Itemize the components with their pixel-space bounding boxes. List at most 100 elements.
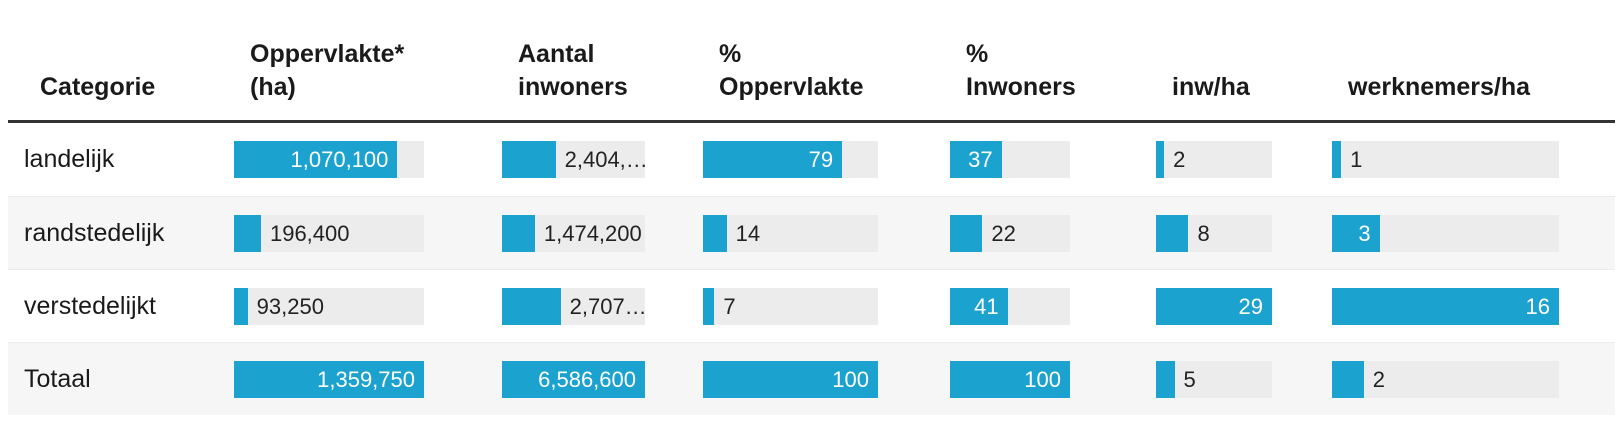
bar-fill	[502, 287, 561, 325]
column-header-categorie: Categorie	[24, 71, 250, 104]
bar-value-label: 16	[1525, 293, 1550, 319]
category-cell: landelijk	[24, 145, 115, 173]
column-header-line: %	[966, 40, 989, 68]
bar-cell: 2,404,…	[502, 141, 703, 178]
column-header-line: Oppervlakte*	[250, 40, 405, 68]
table-header-row: Categorie Oppervlakte* (ha) Aantal inwoners%…	[8, 0, 1615, 123]
column-header-line: Aantal	[518, 40, 595, 68]
bar-track: 37	[950, 141, 1070, 178]
bar-fill	[502, 360, 645, 398]
bar-cell: 2	[1332, 360, 1583, 398]
table-row: Totaal 1,359,750 6,586,600 100 100 5 2	[8, 342, 1615, 415]
bar-fill	[234, 360, 424, 398]
bar-value-label: 1	[1350, 147, 1363, 172]
bar-fill	[703, 360, 878, 398]
bar-value-label: 1,474,200	[543, 220, 642, 246]
category-cell: Totaal	[24, 364, 91, 393]
bar-cell: 8	[1156, 214, 1332, 252]
bar-track: 1	[1332, 141, 1559, 178]
bar-value-label: 1,359,750	[317, 366, 415, 392]
bar-cell: 1,359,750	[234, 360, 502, 398]
bar-fill	[950, 360, 1070, 398]
bar-track: 79	[703, 141, 878, 178]
column-header-werknemers-ha: werknemers/ha	[1348, 71, 1599, 104]
bar-cell: 6,586,600	[502, 360, 703, 398]
bar-value-label: 29	[1238, 293, 1263, 319]
column-header-inw-ha: inw/ha	[1172, 71, 1348, 104]
bar-fill	[1332, 214, 1380, 252]
bar-track: 29	[1156, 287, 1272, 325]
bar-value-label: 79	[808, 147, 834, 172]
column-header-line: Inwoners	[966, 73, 1076, 101]
bar-fill	[234, 287, 248, 325]
bar-value-label: 2,707…	[569, 293, 647, 319]
bar-track: 1,070,100	[234, 141, 424, 178]
bar-track: 1,359,750	[234, 360, 424, 398]
bar-cell: 2	[1156, 141, 1332, 178]
bar-cell: 41	[950, 287, 1156, 325]
bar-value-label: 93,250	[256, 293, 324, 319]
bar-track: 100	[950, 360, 1070, 398]
category-cell: verstedelijkt	[24, 291, 156, 320]
bar-value-label: 196,400	[269, 220, 350, 246]
bar-cell: 79	[703, 141, 950, 178]
bar-cell: 37	[950, 141, 1156, 178]
bar-track: 22	[950, 214, 1070, 252]
bar-cell: 14	[703, 214, 950, 252]
bar-value-label: 2,404,…	[564, 147, 648, 172]
bar-value-label: 2	[1173, 147, 1186, 172]
bar-value-label: 22	[991, 220, 1016, 246]
column-header-line: Categorie	[40, 73, 156, 101]
bar-cell: 100	[703, 360, 950, 398]
bar-cell: 1	[1332, 141, 1583, 178]
bar-cell: 16	[1332, 287, 1583, 325]
bar-track: 2,404,…	[502, 141, 648, 178]
bar-cell: 29	[1156, 287, 1332, 325]
bar-track: 3	[1332, 214, 1559, 252]
bar-cell: 93,250	[234, 287, 502, 325]
column-header-line: %	[719, 40, 742, 68]
bar-track: 1,474,200	[502, 214, 645, 252]
bar-fill	[1156, 141, 1165, 178]
bar-track: 8	[1156, 214, 1272, 252]
bar-fill	[950, 287, 1008, 325]
bar-track: 2	[1332, 360, 1559, 398]
bar-value-label: 100	[1024, 366, 1061, 392]
column-header-pct-oppervlakte: % Oppervlakte	[719, 38, 966, 104]
bar-track: 93,250	[234, 287, 424, 325]
bar-fill	[1156, 360, 1175, 398]
bar-value-label: 37	[968, 147, 993, 172]
bar-fill	[1332, 287, 1559, 325]
bar-cell: 1,070,100	[234, 141, 502, 178]
column-header-line: (ha)	[250, 73, 296, 101]
column-header-line: Oppervlakte	[719, 73, 864, 101]
bar-cell: 2,707…	[502, 287, 703, 325]
bar-fill	[1156, 214, 1189, 252]
bar-track: 6,586,600	[502, 360, 645, 398]
bar-cell: 1,474,200	[502, 214, 703, 252]
bar-cell: 100	[950, 360, 1156, 398]
bar-track: 196,400	[234, 214, 424, 252]
bar-track: 16	[1332, 287, 1559, 325]
bar-cell: 22	[950, 214, 1156, 252]
bar-value-label: 41	[974, 293, 999, 319]
table-row: randstedelijk 196,400 1,474,200 14 22 8 3	[8, 196, 1615, 269]
bar-value-label: 3	[1358, 220, 1371, 246]
bar-fill	[234, 141, 398, 178]
bar-track: 7	[703, 287, 878, 325]
column-header-pct-inwoners: % Inwoners	[966, 38, 1172, 104]
bar-fill	[502, 214, 535, 252]
bar-track: 14	[703, 214, 878, 252]
bar-fill	[703, 141, 843, 178]
data-table: Categorie Oppervlakte* (ha) Aantal inwoners%…	[8, 0, 1615, 415]
bar-track: 2,707…	[502, 287, 647, 325]
bar-fill	[1332, 141, 1342, 178]
bar-value-label: 6,586,600	[538, 366, 636, 392]
bar-cell: 196,400	[234, 214, 502, 252]
category-cell: randstedelijk	[24, 218, 165, 247]
bar-track: 2	[1156, 141, 1272, 178]
bar-fill	[1332, 360, 1364, 398]
column-header-line: inw/ha	[1172, 73, 1250, 101]
bar-value-label: 5	[1183, 366, 1196, 392]
bar-track: 41	[950, 287, 1070, 325]
